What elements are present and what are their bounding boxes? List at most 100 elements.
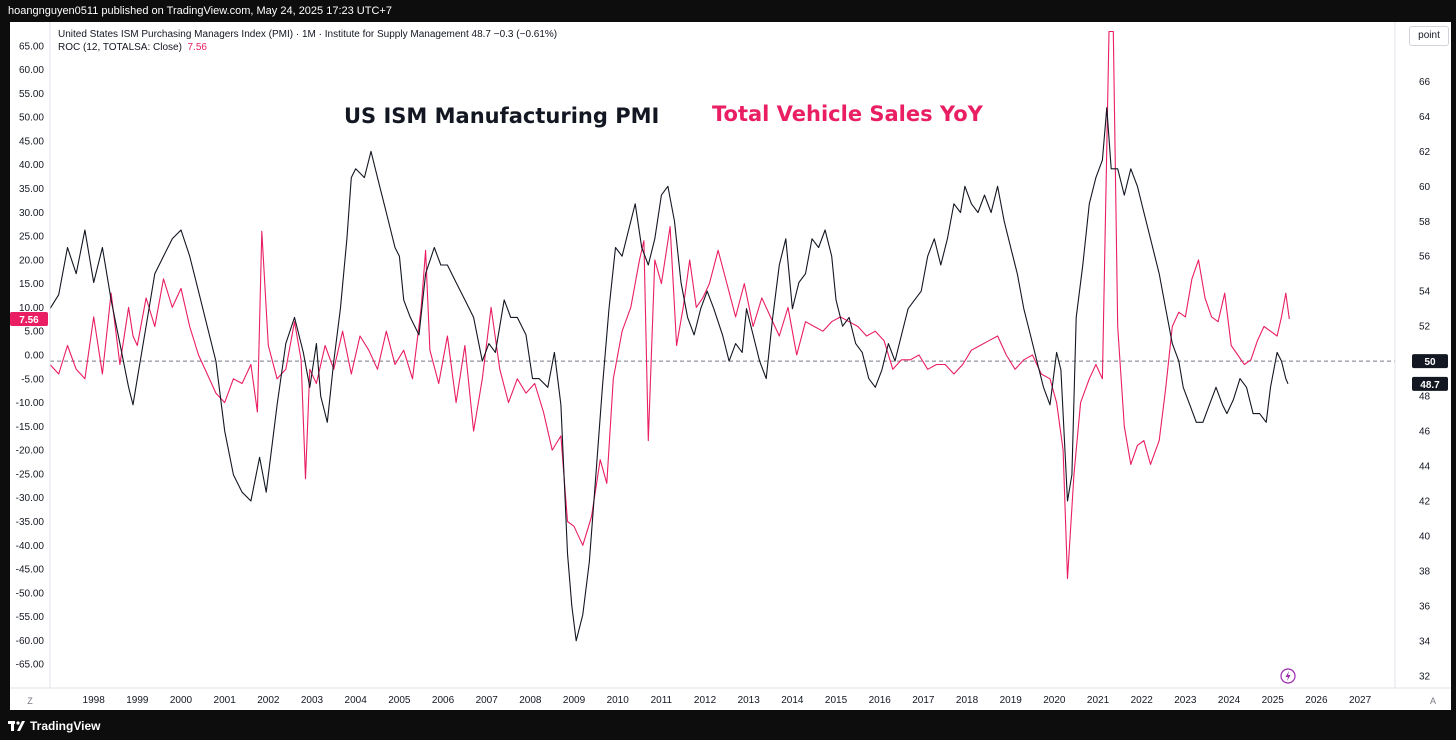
pmi-value-badge-label: 48.7 [1420, 380, 1440, 391]
right-tick-label: 46 [1419, 427, 1431, 438]
left-tick-label: -45.00 [16, 565, 45, 576]
x-tick-label: 2002 [257, 695, 280, 706]
left-tick-label: 15.00 [19, 279, 44, 290]
left-tick-label: -55.00 [16, 612, 45, 623]
x-tick-label: 2008 [519, 695, 542, 706]
x-tick-label: 2019 [1000, 695, 1023, 706]
x-tick-label: 1999 [126, 695, 149, 706]
tradingview-logo[interactable]: TradingView [8, 719, 100, 733]
right-tick-label: 58 [1419, 217, 1431, 228]
x-tick-label: 2023 [1174, 695, 1197, 706]
x-tick-label: 1998 [83, 695, 106, 706]
right-tick-label: 34 [1419, 636, 1431, 647]
x-tick-label: 2027 [1349, 695, 1372, 706]
legend-roc-value: 7.56 [187, 42, 207, 53]
vehicle-value-badge [10, 312, 48, 327]
left-tick-label: -50.00 [16, 588, 45, 599]
chart-legend: United States ISM Purchasing Managers In… [58, 28, 557, 54]
annotation-vehicle-title: Total Vehicle Sales YoY [712, 102, 983, 126]
value-badges: 7.56 50 48.7 [10, 312, 1448, 684]
left-tick-label: 20.00 [19, 255, 44, 266]
x-tick-label: 2022 [1131, 695, 1154, 706]
left-corner-label[interactable]: Z [27, 696, 33, 706]
right-tick-label: 62 [1419, 147, 1431, 158]
chart-svg[interactable]: 65.00 60.00 55.00 50.00 45.00 40.00 35.00 30.00… [10, 22, 1451, 710]
ref-value-badge-label: 50 [1424, 357, 1436, 368]
left-tick-label: 30.00 [19, 208, 44, 219]
right-tick-label: 54 [1419, 287, 1431, 298]
x-tick-label: 2005 [388, 695, 411, 706]
left-tick-label: 35.00 [19, 184, 44, 195]
x-tick-label: 2012 [694, 695, 717, 706]
left-tick-label: 40.00 [19, 160, 44, 171]
pmi-line[interactable] [50, 107, 1289, 642]
x-tick-label: 2009 [563, 695, 586, 706]
x-tick-label: 2025 [1262, 695, 1285, 706]
right-tick-label: 42 [1419, 496, 1431, 507]
x-tick-label: 2016 [869, 695, 892, 706]
footer-bar: TradingView [0, 712, 1456, 740]
right-tick-label: 64 [1419, 112, 1431, 123]
left-tick-label: -5.00 [21, 374, 44, 385]
annotation-pmi-title: US ISM Manufacturing PMI [344, 104, 660, 128]
x-tick-label: 2001 [214, 695, 237, 706]
left-tick-label: 10.00 [19, 303, 44, 314]
x-tick-label: 2004 [345, 695, 368, 706]
series-layer [50, 30, 1290, 642]
published-header: hoangnguyen0511 published on TradingView… [0, 0, 1456, 22]
chart-frame[interactable]: 65.00 60.00 55.00 50.00 45.00 40.00 35.00 30.00… [10, 22, 1451, 710]
lightning-icon-glyph [1285, 671, 1291, 681]
left-tick-label: -15.00 [16, 422, 45, 433]
right-axis-unit-button[interactable]: point [1409, 26, 1449, 46]
left-tick-label: 45.00 [19, 136, 44, 147]
left-tick-label: 25.00 [19, 232, 44, 243]
x-tick-label: 2011 [651, 695, 673, 706]
right-tick-label: 56 [1419, 252, 1431, 263]
legend-pmi[interactable]: United States ISM Purchasing Managers In… [58, 29, 558, 40]
right-tick-label: 32 [1419, 671, 1431, 682]
right-tick-label: 40 [1419, 531, 1431, 542]
vehicle-value-badge-label: 7.56 [19, 315, 39, 326]
x-tick-label: 2018 [956, 695, 979, 706]
x-tick-label: 2017 [912, 695, 935, 706]
x-tick-label: 2021 [1087, 695, 1110, 706]
x-axis: 1998 1999 2000 2001 2002 2003 2004 2005 2006 2007… [27, 695, 1436, 706]
right-tick-label: 52 [1419, 322, 1431, 333]
right-tick-label: 48 [1419, 392, 1431, 403]
x-tick-label: 2015 [825, 695, 848, 706]
x-tick-label: 2007 [476, 695, 499, 706]
published-text: hoangnguyen0511 published on TradingView… [8, 5, 392, 17]
right-tick-label: 66 [1419, 77, 1431, 88]
left-tick-label: -30.00 [16, 493, 45, 504]
left-axis: 65.00 60.00 55.00 50.00 45.00 40.00 35.00 30.00… [16, 41, 45, 670]
right-corner-label[interactable]: A [1430, 696, 1436, 706]
left-tick-label: -65.00 [16, 660, 45, 671]
x-tick-label: 2010 [607, 695, 630, 706]
left-tick-label: 60.00 [19, 65, 44, 76]
x-tick-label: 2014 [781, 695, 804, 706]
pmi-value-badge [1412, 376, 1448, 391]
tradingview-brand: TradingView [30, 719, 101, 733]
vehicle-sales-line[interactable] [50, 30, 1290, 580]
right-tick-label: 44 [1419, 462, 1431, 473]
right-tick-label: 36 [1419, 601, 1431, 612]
x-tick-label: 2013 [738, 695, 761, 706]
left-tick-label: 55.00 [19, 89, 44, 100]
left-tick-label: 65.00 [19, 41, 44, 52]
x-tick-label: 2000 [170, 695, 193, 706]
left-tick-label: 50.00 [19, 113, 44, 124]
x-tick-label: 2020 [1043, 695, 1066, 706]
x-tick-label: 2024 [1218, 695, 1241, 706]
right-tick-label: 60 [1419, 182, 1431, 193]
right-tick-label: 38 [1419, 566, 1431, 577]
left-tick-label: 0.00 [25, 351, 45, 362]
left-tick-label: -40.00 [16, 541, 45, 552]
x-tick-label: 2003 [301, 695, 324, 706]
x-tick-label: 2026 [1305, 695, 1328, 706]
x-tick-label: 2006 [432, 695, 455, 706]
left-tick-label: -35.00 [16, 517, 45, 528]
legend-roc[interactable]: ROC (12, TOTALSA: Close) 7.56 [58, 41, 557, 54]
left-tick-label: -10.00 [16, 398, 45, 409]
ref-value-badge [1412, 354, 1448, 369]
tradingview-logo-icon [8, 721, 25, 731]
